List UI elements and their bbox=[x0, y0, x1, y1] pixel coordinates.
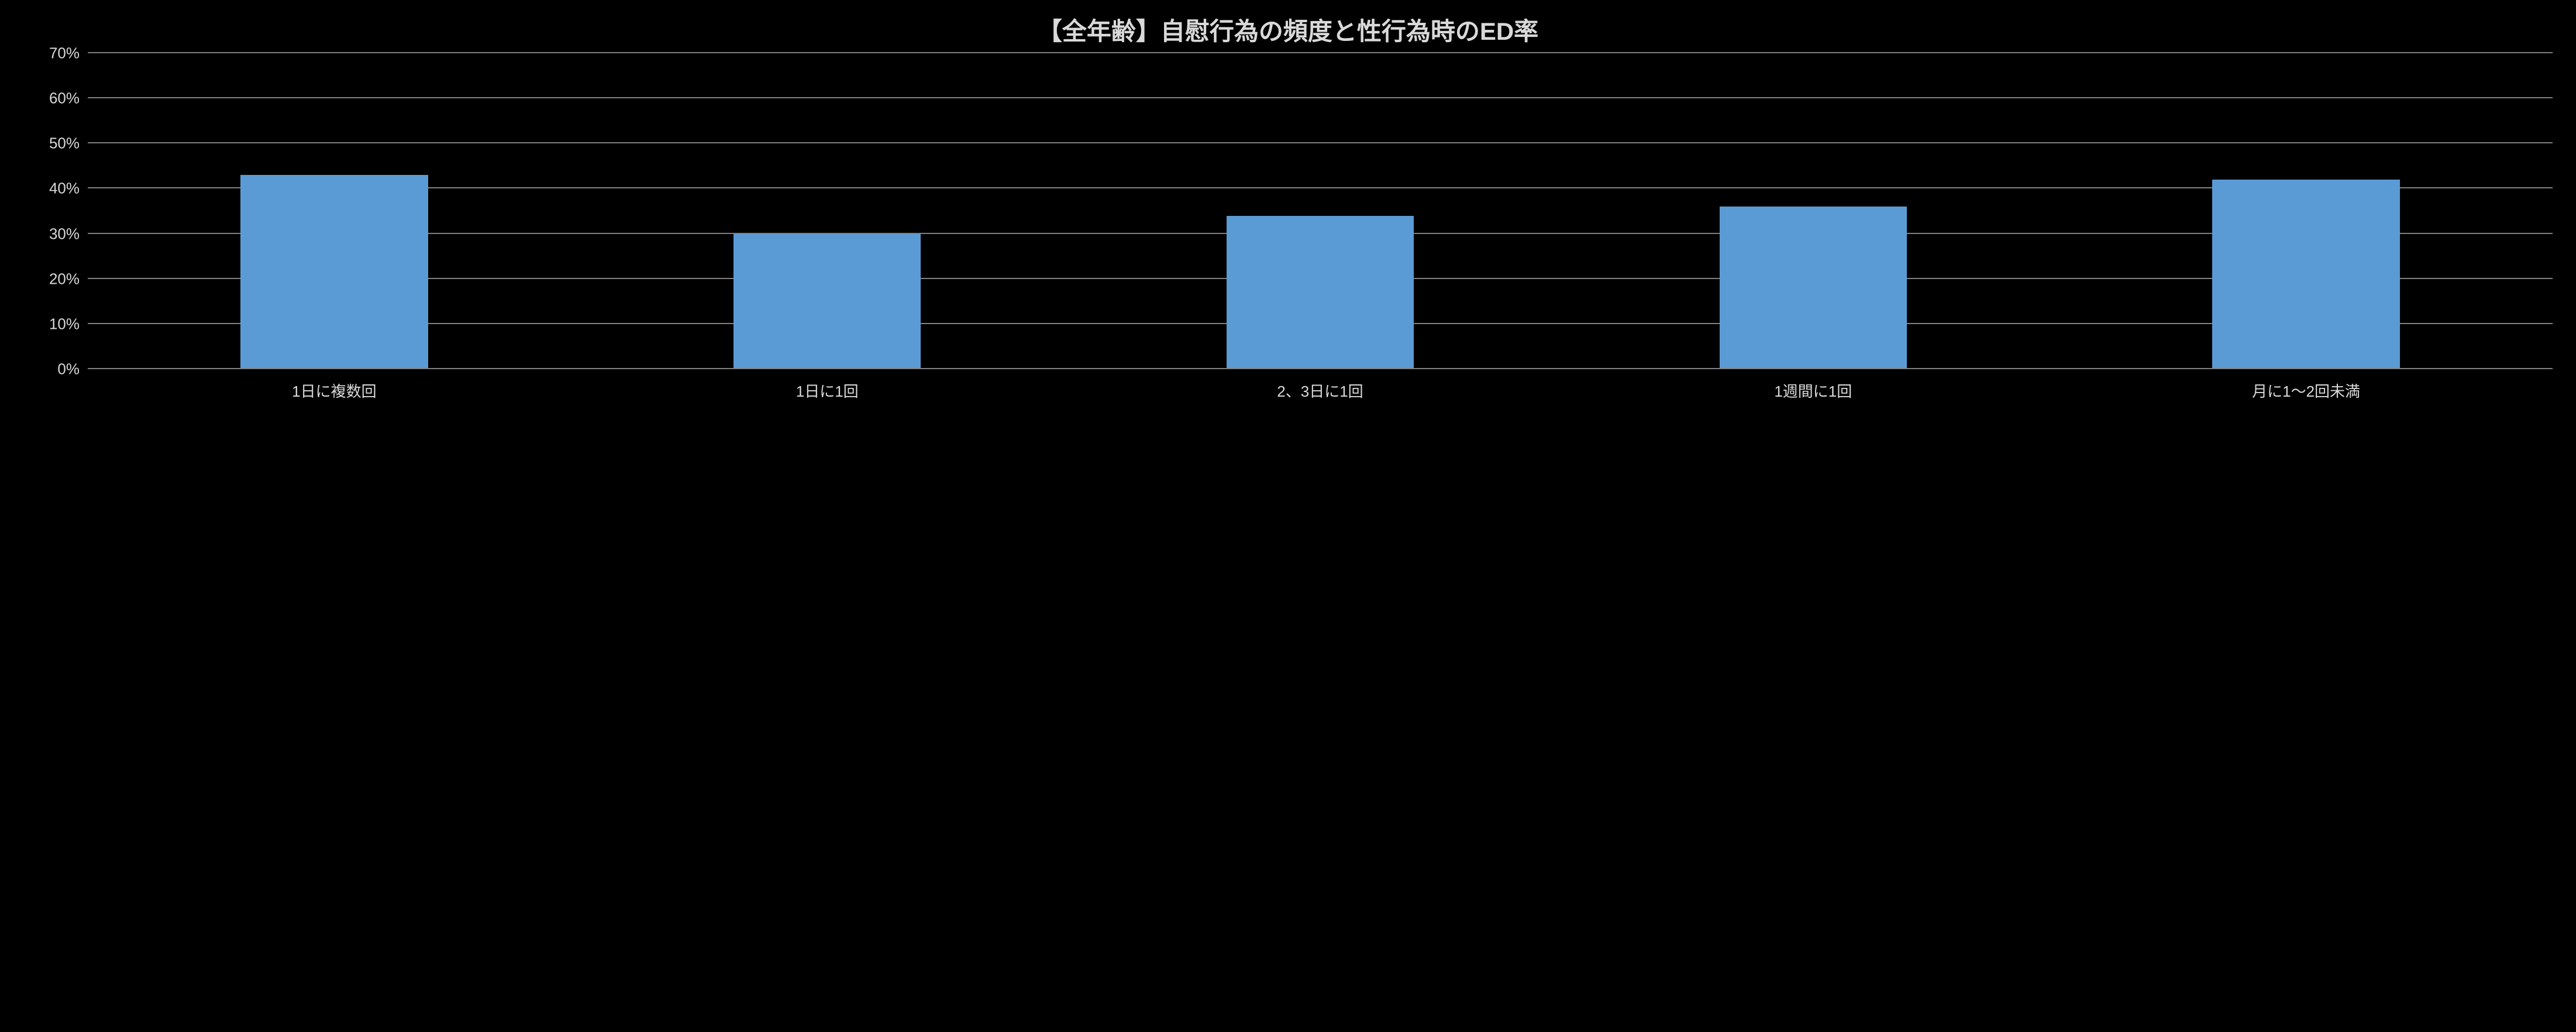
x-axis-line bbox=[88, 368, 2553, 369]
y-axis-tick-label: 50% bbox=[49, 135, 88, 153]
chart-title: 【全年齢】自慰行為の頻度と性行為時のED率 bbox=[23, 12, 2553, 47]
bar-chart: 【全年齢】自慰行為の頻度と性行為時のED率 0%10%20%30%40%50%6… bbox=[0, 0, 2576, 419]
x-axis-labels: 1日に複数回1日に1回2、3日に1回1週間に1回月に1〜2回未満 bbox=[88, 380, 2553, 401]
bar bbox=[240, 175, 428, 369]
y-axis-tick-label: 20% bbox=[49, 270, 88, 288]
bar-slot bbox=[2060, 53, 2553, 369]
x-axis-tick-label: 1日に複数回 bbox=[88, 380, 581, 401]
plot-area: 0%10%20%30%40%50%60%70% bbox=[88, 53, 2553, 369]
y-axis-tick-label: 70% bbox=[49, 44, 88, 63]
bar bbox=[1720, 207, 1907, 369]
y-axis-tick-label: 0% bbox=[57, 360, 88, 379]
y-axis-tick-label: 60% bbox=[49, 90, 88, 108]
bars-container bbox=[88, 53, 2553, 369]
bar bbox=[733, 234, 921, 369]
y-axis-tick-label: 10% bbox=[49, 315, 88, 333]
x-axis-tick-label: 1日に1回 bbox=[581, 380, 1074, 401]
plot-outer: 0%10%20%30%40%50%60%70% 1日に複数回1日に1回2、3日に… bbox=[88, 53, 2553, 401]
bar bbox=[2212, 180, 2399, 369]
bar-slot bbox=[88, 53, 581, 369]
y-axis-tick-label: 30% bbox=[49, 225, 88, 243]
x-axis-tick-label: 月に1〜2回未満 bbox=[2060, 380, 2553, 401]
bar-slot bbox=[1566, 53, 2060, 369]
x-axis-tick-label: 1週間に1回 bbox=[1566, 380, 2060, 401]
x-axis-tick-label: 2、3日に1回 bbox=[1074, 380, 1567, 401]
y-axis-tick-label: 40% bbox=[49, 180, 88, 198]
bar bbox=[1227, 216, 1414, 369]
bar-slot bbox=[1074, 53, 1567, 369]
bar-slot bbox=[581, 53, 1074, 369]
